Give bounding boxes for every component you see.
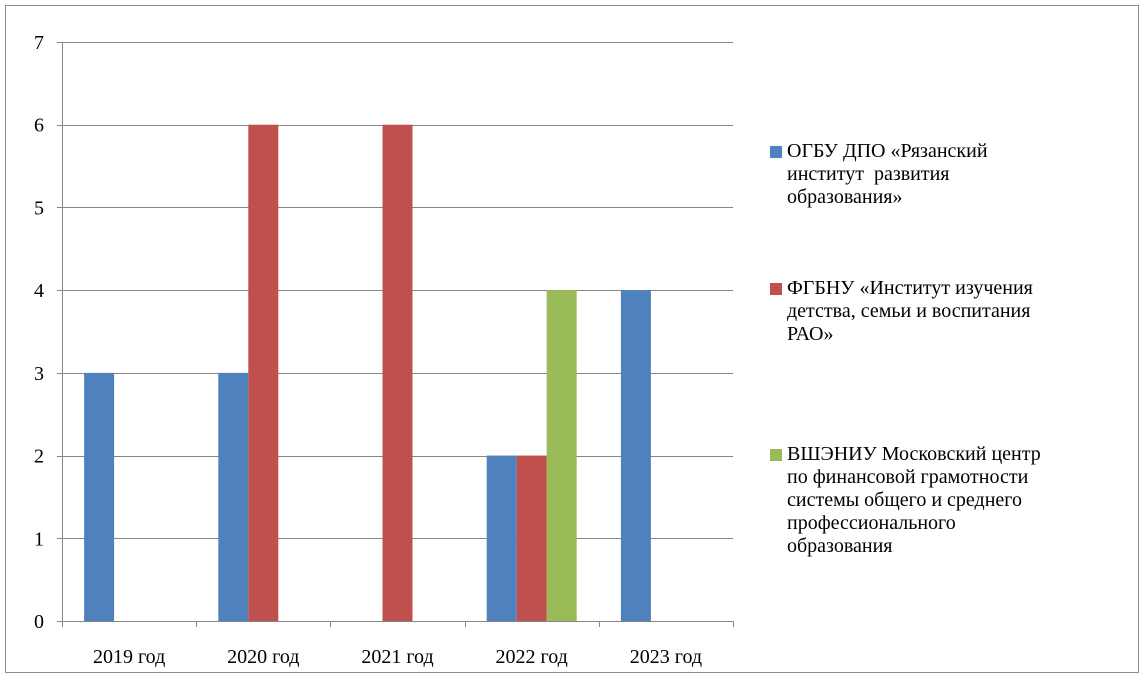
- x-tick-labels: 2019 год 2020 год 2021 год 2022 год 2023 год: [93, 646, 702, 668]
- y-tick-label: 6: [34, 115, 44, 137]
- legend-label-series-2: ФГБНУ «Институт изучения детства, семьи …: [787, 277, 1033, 345]
- y-tick-labels: 0 1 2 3 4 5 6 7: [34, 32, 44, 633]
- x-tick-label: 2020 год: [227, 646, 299, 668]
- y-tick-label: 7: [34, 32, 44, 54]
- bar-series-1-5: [620, 290, 651, 621]
- x-tick-label: 2021 год: [361, 646, 433, 668]
- y-tick-label: 5: [34, 197, 44, 219]
- bars: [84, 124, 651, 621]
- bar-series-1-1: [84, 372, 115, 621]
- x-tick-label: 2019 год: [93, 646, 165, 668]
- legend-item-series-2: ФГБНУ «Институт изучения детства, семьи …: [770, 277, 1130, 346]
- bar-series-2-3: [382, 124, 413, 621]
- legend-item-series-3: ВШЭНИУ Московский центр по финансовой гр…: [770, 443, 1130, 558]
- bar-series-1-4: [486, 455, 517, 621]
- legend-swatch-series-2: [770, 283, 782, 295]
- y-tick-label: 2: [34, 446, 44, 468]
- bar-series-2-4: [516, 455, 547, 621]
- y-tick-label: 1: [34, 528, 44, 550]
- legend-label-series-3: ВШЭНИУ Московский центр по финансовой гр…: [787, 443, 1041, 557]
- bar-series-1-2: [218, 372, 249, 621]
- x-tick-label: 2023 год: [630, 646, 702, 668]
- bar-series-2-2: [248, 124, 279, 621]
- bar-series-3-4: [546, 290, 577, 621]
- axes: [57, 42, 734, 627]
- legend-swatch-series-1: [770, 146, 782, 158]
- legend-swatch-series-3: [770, 449, 782, 461]
- y-tick-label: 4: [34, 280, 44, 302]
- y-tick-label: 3: [34, 363, 44, 385]
- legend-item-series-1: ОГБУ ДПО «Рязанский институт развития об…: [770, 140, 1130, 209]
- y-tick-label: 0: [34, 611, 44, 633]
- legend-label-series-1: ОГБУ ДПО «Рязанский институт развития об…: [787, 140, 988, 208]
- x-tick-label: 2022 год: [496, 646, 568, 668]
